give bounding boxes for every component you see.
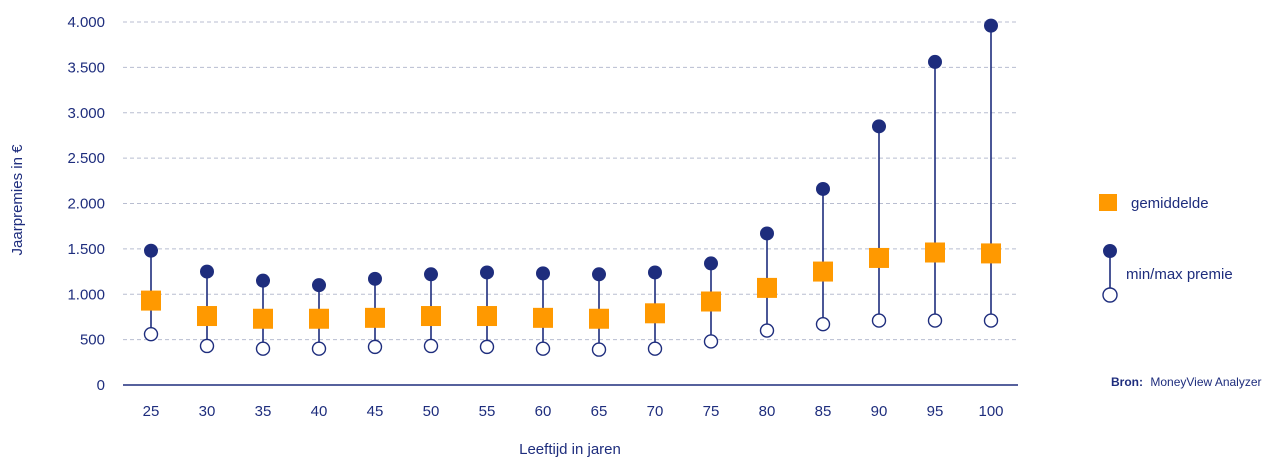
max-marker xyxy=(368,271,382,286)
min-marker xyxy=(983,313,999,328)
x-tick-label: 95 xyxy=(927,403,944,420)
max-marker xyxy=(480,265,494,280)
average-marker xyxy=(365,307,385,328)
x-tick-label: 100 xyxy=(978,403,1003,420)
min-marker xyxy=(311,341,327,356)
gridlines xyxy=(123,21,1018,341)
max-marker xyxy=(592,267,606,282)
legend: gemiddelde min/max premie xyxy=(1099,194,1233,303)
max-marker xyxy=(312,278,326,293)
x-tick-label: 65 xyxy=(591,403,608,420)
max-marker xyxy=(200,264,214,279)
y-axis-ticks: 0 500 1.000 1.500 2.000 2.500 3.000 3.500 4.000 xyxy=(67,14,105,394)
x-tick-label: 50 xyxy=(423,403,440,420)
y-tick-label: 3.000 xyxy=(67,105,105,122)
source-label: Bron: xyxy=(1111,375,1143,389)
legend-min-marker xyxy=(1102,287,1118,303)
min-marker xyxy=(759,323,775,338)
y-tick-label: 0 xyxy=(97,377,105,394)
min-marker xyxy=(871,313,887,328)
x-tick-label: 85 xyxy=(815,403,832,420)
max-marker xyxy=(536,266,550,281)
legend-max-marker xyxy=(1103,244,1117,258)
min-marker xyxy=(703,334,719,349)
average-marker xyxy=(981,243,1001,264)
x-axis-title: Leeftijd in jaren xyxy=(519,441,621,458)
average-marker xyxy=(757,277,777,298)
x-tick-label: 75 xyxy=(703,403,720,420)
average-marker xyxy=(813,261,833,282)
min-marker xyxy=(143,326,159,342)
average-marker xyxy=(141,290,161,311)
x-axis-ticks: 25 30 35 40 45 50 55 60 65 70 75 80 85 90 95 100 xyxy=(143,403,1004,420)
average-marker xyxy=(869,247,889,268)
min-marker xyxy=(647,341,663,356)
x-tick-label: 30 xyxy=(199,403,216,420)
x-tick-label: 45 xyxy=(367,403,384,420)
average-marker xyxy=(197,306,217,327)
max-marker xyxy=(760,226,774,241)
x-tick-label: 25 xyxy=(143,403,160,420)
x-tick-label: 60 xyxy=(535,403,552,420)
x-tick-label: 90 xyxy=(871,403,888,420)
x-tick-label: 35 xyxy=(255,403,272,420)
min-marker xyxy=(927,313,943,328)
max-marker xyxy=(816,181,830,196)
min-marker xyxy=(199,338,215,354)
min-marker xyxy=(255,341,271,356)
min-marker xyxy=(479,339,495,355)
min-marker xyxy=(367,339,383,355)
y-tick-label: 1.500 xyxy=(67,241,105,258)
y-axis-title: Jaarpremies in € xyxy=(9,144,26,256)
data-marks xyxy=(141,18,1001,357)
average-marker xyxy=(589,308,609,329)
max-marker xyxy=(424,267,438,282)
y-tick-label: 1.000 xyxy=(67,286,105,303)
y-tick-label: 4.000 xyxy=(67,14,105,31)
y-tick-label: 500 xyxy=(80,332,105,349)
max-marker xyxy=(144,243,158,258)
max-marker xyxy=(256,273,270,288)
y-tick-label: 2.000 xyxy=(67,196,105,213)
average-marker xyxy=(477,306,497,327)
x-tick-label: 55 xyxy=(479,403,496,420)
x-tick-label: 70 xyxy=(647,403,664,420)
legend-average-label: gemiddelde xyxy=(1131,195,1209,212)
min-marker xyxy=(423,338,439,354)
average-marker xyxy=(309,308,329,329)
average-marker xyxy=(253,308,273,329)
max-marker xyxy=(928,54,942,69)
source-text: MoneyView Analyzer xyxy=(1150,375,1261,389)
legend-range-label: min/max premie xyxy=(1126,266,1233,283)
average-marker xyxy=(645,303,665,324)
average-marker xyxy=(925,242,945,263)
max-marker xyxy=(704,256,718,271)
x-tick-label: 80 xyxy=(759,403,776,420)
max-marker xyxy=(872,119,886,134)
min-marker xyxy=(591,342,607,357)
average-marker xyxy=(421,306,441,327)
average-marker xyxy=(533,307,553,328)
y-tick-label: 3.500 xyxy=(67,59,105,76)
average-marker xyxy=(701,291,721,312)
source-note: Bron: MoneyView Analyzer xyxy=(1111,375,1262,389)
max-marker xyxy=(648,265,662,280)
min-marker xyxy=(815,316,831,332)
min-marker xyxy=(535,341,551,356)
y-tick-label: 2.500 xyxy=(67,150,105,167)
x-tick-label: 40 xyxy=(311,403,328,420)
legend-average-swatch xyxy=(1099,194,1117,211)
max-marker xyxy=(984,18,998,33)
